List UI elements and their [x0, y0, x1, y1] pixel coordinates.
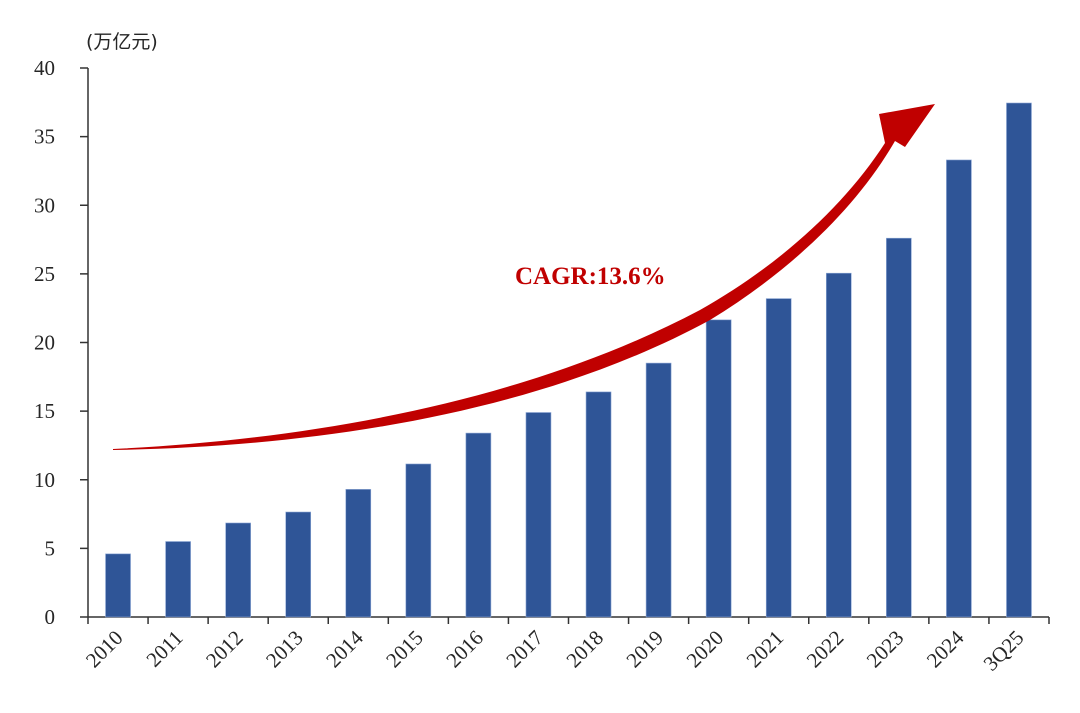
x-tick-label: 2022: [802, 626, 849, 673]
bar-series: [105, 102, 1032, 618]
bar-2023: [886, 237, 912, 618]
x-tick-label: 2023: [862, 626, 909, 673]
y-tick-label: 40: [34, 56, 55, 80]
x-tick-label: 2016: [441, 626, 488, 673]
x-tick-label: 2021: [742, 626, 789, 673]
x-tick-label: 2012: [201, 626, 248, 673]
bar-2017: [525, 412, 552, 618]
x-tick-label: 2013: [261, 626, 308, 673]
trend-arrow-icon: [113, 104, 935, 450]
x-axis: 2010 2011 2012 2013 2014 2015 2016 2017 2018 2019…: [81, 616, 1050, 676]
bar-2011: [165, 541, 191, 618]
bar-2024: [946, 159, 972, 618]
bar-2015: [405, 463, 432, 618]
bar-2018: [585, 391, 612, 618]
bar-2010: [105, 553, 131, 618]
y-tick-label: 30: [34, 193, 55, 217]
y-tick-label: 35: [34, 125, 55, 149]
y-axis: 0 5 10 15 20 25 30 35 40: [34, 56, 89, 629]
x-tick-label: 2017: [501, 626, 548, 673]
x-tick-label: 2014: [321, 625, 368, 672]
x-tick-label: 3Q25: [979, 626, 1029, 676]
bar-2014: [345, 489, 372, 618]
x-tick-label: 2018: [561, 626, 608, 673]
x-tick-label: 2020: [682, 626, 729, 673]
bar-2016: [465, 432, 492, 618]
x-tick-label: 2019: [621, 626, 668, 673]
bar-2012: [225, 522, 251, 618]
y-tick-label: 10: [34, 468, 55, 492]
bar-2020: [705, 319, 732, 618]
x-tick-label: 2011: [142, 626, 188, 672]
bar-3Q25: [1006, 102, 1032, 618]
bar-2019: [645, 362, 672, 618]
x-tick-label: 2010: [81, 626, 128, 673]
cagr-trend-arrow: [113, 104, 935, 450]
y-tick-label: 25: [34, 262, 55, 286]
x-tick-label: 2024: [922, 625, 969, 672]
y-axis-unit-label: (万亿元): [86, 31, 158, 53]
cagr-annotation: CAGR:13.6%: [515, 263, 666, 290]
y-tick-label: 15: [34, 399, 55, 423]
x-tick-label: 2015: [381, 626, 428, 673]
y-tick-label: 20: [34, 331, 55, 355]
bar-2021: [765, 298, 792, 618]
bar-2013: [285, 511, 312, 618]
bar-2022: [825, 272, 852, 618]
y-tick-label: 5: [45, 536, 56, 560]
y-tick-label: 0: [45, 605, 56, 629]
